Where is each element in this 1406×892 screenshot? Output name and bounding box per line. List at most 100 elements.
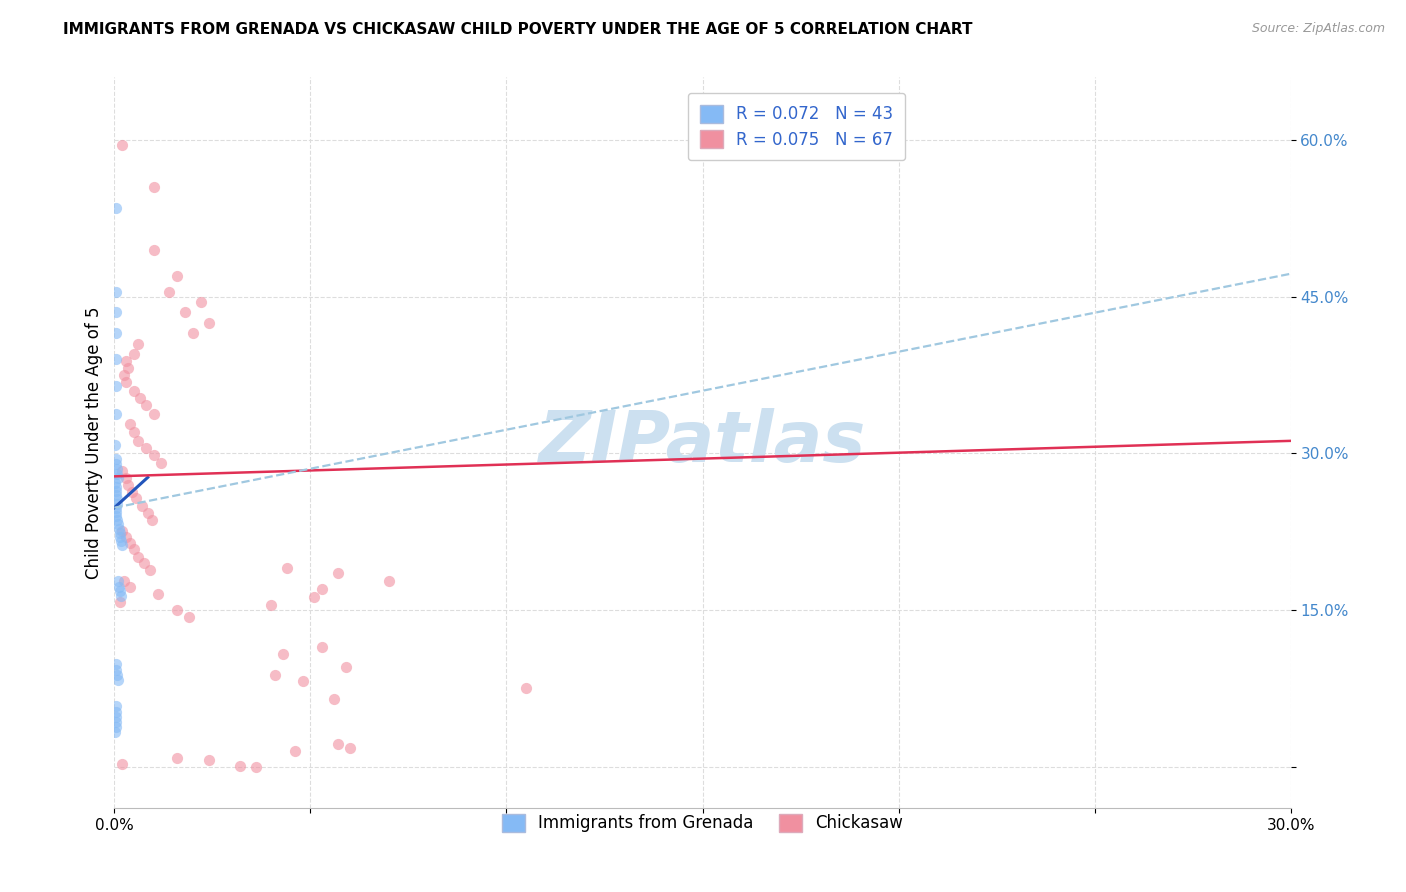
Point (122, 425, 145, 440)
Point (110, 534, 132, 549)
Point (291, 673, 314, 688)
Point (104, 451, 127, 466)
Point (120, 417, 142, 431)
Point (311, 640, 333, 654)
Point (131, 499, 153, 513)
Point (112, 368, 135, 382)
Point (260, 598, 283, 612)
Point (110, 590, 132, 604)
Point (174, 305, 197, 319)
Point (107, 574, 129, 588)
Point (105, 496, 128, 510)
Point (128, 391, 150, 405)
Point (166, 603, 188, 617)
Point (104, 407, 127, 421)
Point (142, 407, 165, 421)
Point (104, 720, 127, 734)
Point (104, 657, 127, 672)
Point (104, 725, 127, 739)
Point (111, 756, 134, 771)
Point (146, 587, 169, 601)
Point (121, 485, 143, 500)
Point (115, 354, 138, 368)
Point (190, 295, 212, 310)
Point (104, 285, 127, 299)
Legend: Immigrants from Grenada, Chickasaw: Immigrants from Grenada, Chickasaw (491, 802, 915, 844)
Text: IMMIGRANTS FROM GRENADA VS CHICKASAW CHILD POVERTY UNDER THE AGE OF 5 CORRELATIO: IMMIGRANTS FROM GRENADA VS CHICKASAW CHI… (63, 22, 973, 37)
Point (104, 500, 127, 515)
Point (108, 580, 131, 594)
Point (515, 681, 537, 696)
Point (108, 584, 131, 599)
Y-axis label: Child Poverty Under the Age of 5: Child Poverty Under the Age of 5 (86, 307, 103, 579)
Point (111, 138, 134, 153)
Text: ZIPatlas: ZIPatlas (538, 409, 866, 477)
Point (229, 758, 252, 772)
Point (197, 316, 219, 330)
Point (378, 574, 401, 588)
Point (104, 201, 127, 215)
Point (107, 517, 129, 532)
Point (104, 378, 127, 392)
Point (104, 352, 127, 367)
Point (181, 326, 204, 341)
Point (111, 464, 134, 478)
Point (284, 744, 307, 758)
Point (166, 751, 188, 765)
Point (105, 667, 128, 681)
Point (271, 647, 294, 661)
Point (142, 243, 165, 257)
Point (245, 759, 267, 773)
Point (166, 268, 188, 283)
Point (104, 699, 127, 714)
Point (138, 563, 160, 577)
Point (339, 740, 361, 755)
Point (105, 663, 128, 677)
Point (112, 574, 135, 588)
Point (120, 580, 142, 594)
Point (142, 449, 165, 463)
Point (107, 673, 129, 687)
Point (136, 506, 159, 520)
Point (125, 491, 148, 506)
Point (105, 457, 128, 471)
Point (150, 456, 173, 470)
Point (177, 610, 200, 624)
Point (157, 285, 180, 299)
Point (127, 336, 149, 351)
Point (304, 591, 326, 605)
Point (104, 505, 127, 519)
Point (110, 530, 132, 544)
Point (105, 709, 128, 723)
Point (264, 667, 287, 681)
Point (105, 467, 128, 482)
Point (115, 376, 138, 390)
Point (142, 180, 165, 194)
Point (276, 561, 298, 575)
Point (105, 462, 128, 476)
Point (127, 549, 149, 564)
Point (107, 522, 129, 536)
Point (197, 753, 219, 767)
Point (104, 483, 127, 498)
Point (104, 706, 127, 720)
Point (104, 480, 127, 494)
Point (108, 525, 131, 540)
Point (105, 509, 128, 524)
Point (135, 398, 157, 412)
Point (323, 691, 346, 706)
Point (115, 471, 138, 485)
Point (111, 524, 134, 538)
Point (122, 384, 145, 398)
Point (117, 477, 139, 491)
Point (115, 530, 138, 544)
Point (141, 513, 163, 527)
Point (110, 595, 132, 609)
Point (105, 488, 128, 502)
Point (122, 542, 145, 557)
Point (311, 582, 333, 596)
Point (104, 438, 127, 452)
Point (104, 326, 127, 341)
Text: Source: ZipAtlas.com: Source: ZipAtlas.com (1251, 22, 1385, 36)
Point (127, 434, 149, 448)
